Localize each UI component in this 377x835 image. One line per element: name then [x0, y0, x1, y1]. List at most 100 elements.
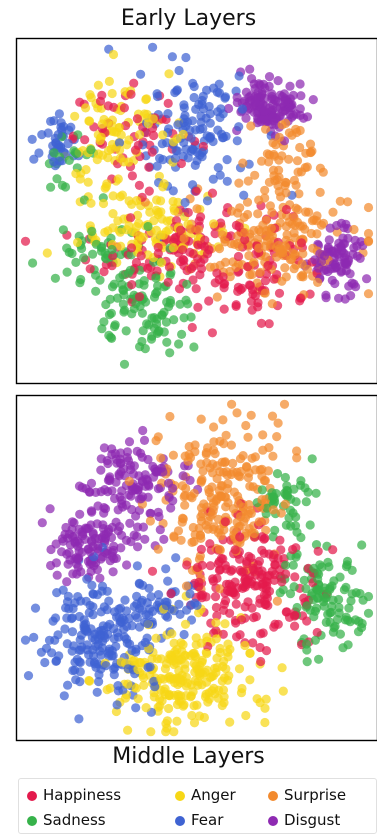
point-surprise: [276, 508, 286, 518]
point-fear: [153, 590, 164, 600]
point-happiness: [178, 245, 188, 255]
point-fear: [29, 632, 39, 642]
point-anger: [139, 680, 149, 690]
point-fear: [29, 154, 39, 164]
point-surprise: [266, 240, 276, 250]
point-disgust: [345, 269, 355, 279]
point-happiness: [235, 630, 245, 640]
point-disgust: [362, 274, 372, 284]
point-anger: [211, 668, 221, 678]
plot-frame: [15, 37, 377, 385]
point-happiness: [256, 318, 266, 328]
point-sadness: [292, 602, 302, 613]
point-disgust: [132, 446, 142, 456]
point-fear: [220, 93, 230, 103]
point-surprise: [245, 481, 255, 491]
point-fear: [192, 600, 202, 610]
point-fear: [188, 145, 198, 155]
point-anger: [143, 119, 153, 129]
point-surprise: [272, 432, 282, 442]
point-fear: [60, 624, 70, 634]
point-fear: [96, 650, 106, 660]
point-surprise: [249, 257, 259, 267]
point-disgust: [51, 558, 62, 568]
point-happiness: [231, 300, 241, 310]
point-fear: [104, 646, 114, 656]
point-fear: [168, 186, 178, 196]
point-sadness: [343, 615, 353, 625]
point-disgust: [339, 223, 349, 233]
point-disgust: [136, 494, 146, 504]
point-anger: [98, 198, 109, 209]
point-happiness: [103, 101, 113, 111]
point-surprise: [313, 277, 323, 287]
point-sadness: [357, 540, 367, 550]
point-fear: [74, 714, 84, 724]
point-disgust: [331, 262, 341, 272]
point-sadness: [357, 622, 367, 633]
point-fear: [181, 121, 191, 131]
point-surprise: [250, 170, 260, 180]
point-happiness: [196, 590, 206, 601]
legend-marker: [27, 791, 37, 801]
point-fear: [118, 685, 128, 695]
legend-item-anger: Anger: [175, 786, 236, 804]
point-fear: [67, 646, 77, 656]
point-surprise: [268, 165, 279, 175]
point-sadness: [291, 512, 301, 522]
point-surprise: [196, 459, 206, 469]
point-anger: [213, 693, 223, 703]
point-fear: [90, 659, 100, 669]
point-happiness: [197, 264, 207, 274]
point-anger: [192, 700, 202, 710]
point-disgust: [346, 291, 356, 301]
point-happiness: [178, 254, 188, 265]
point-fear: [93, 639, 103, 649]
point-sadness: [62, 267, 72, 277]
point-anger: [141, 703, 151, 713]
point-surprise: [291, 203, 301, 213]
point-sadness: [275, 588, 285, 598]
point-disgust: [159, 534, 169, 544]
point-surprise: [217, 457, 227, 467]
point-fear: [131, 703, 141, 713]
point-surprise: [274, 132, 284, 142]
point-surprise: [228, 467, 238, 477]
point-fear: [59, 691, 69, 701]
point-fear: [63, 139, 73, 149]
point-anger: [98, 150, 108, 160]
point-surprise: [210, 449, 220, 459]
point-surprise: [201, 449, 211, 459]
point-surprise: [343, 197, 353, 207]
point-sadness: [314, 654, 324, 664]
point-sadness: [314, 585, 324, 595]
point-happiness: [163, 277, 173, 287]
point-fear: [197, 99, 207, 109]
point-fear: [104, 596, 114, 606]
point-disgust: [224, 103, 234, 114]
point-happiness: [136, 251, 146, 261]
point-happiness: [214, 565, 224, 575]
points-layer: [20, 399, 374, 737]
point-happiness: [257, 579, 267, 589]
point-sadness: [91, 239, 101, 249]
point-sadness: [174, 339, 184, 349]
point-disgust: [112, 458, 122, 468]
point-surprise: [289, 264, 299, 274]
point-surprise: [292, 446, 302, 456]
point-anger: [199, 712, 209, 723]
point-surprise: [273, 181, 283, 191]
point-sadness: [319, 601, 329, 611]
point-disgust: [185, 475, 195, 485]
point-anger: [132, 196, 142, 206]
point-sadness: [49, 148, 59, 158]
point-disgust: [117, 495, 127, 505]
point-fear: [84, 650, 94, 660]
point-disgust: [291, 109, 301, 119]
point-fear: [202, 85, 212, 95]
point-happiness: [250, 291, 260, 301]
point-happiness: [207, 328, 217, 338]
point-happiness: [204, 296, 214, 306]
point-fear: [109, 664, 119, 674]
point-sadness: [109, 279, 119, 289]
